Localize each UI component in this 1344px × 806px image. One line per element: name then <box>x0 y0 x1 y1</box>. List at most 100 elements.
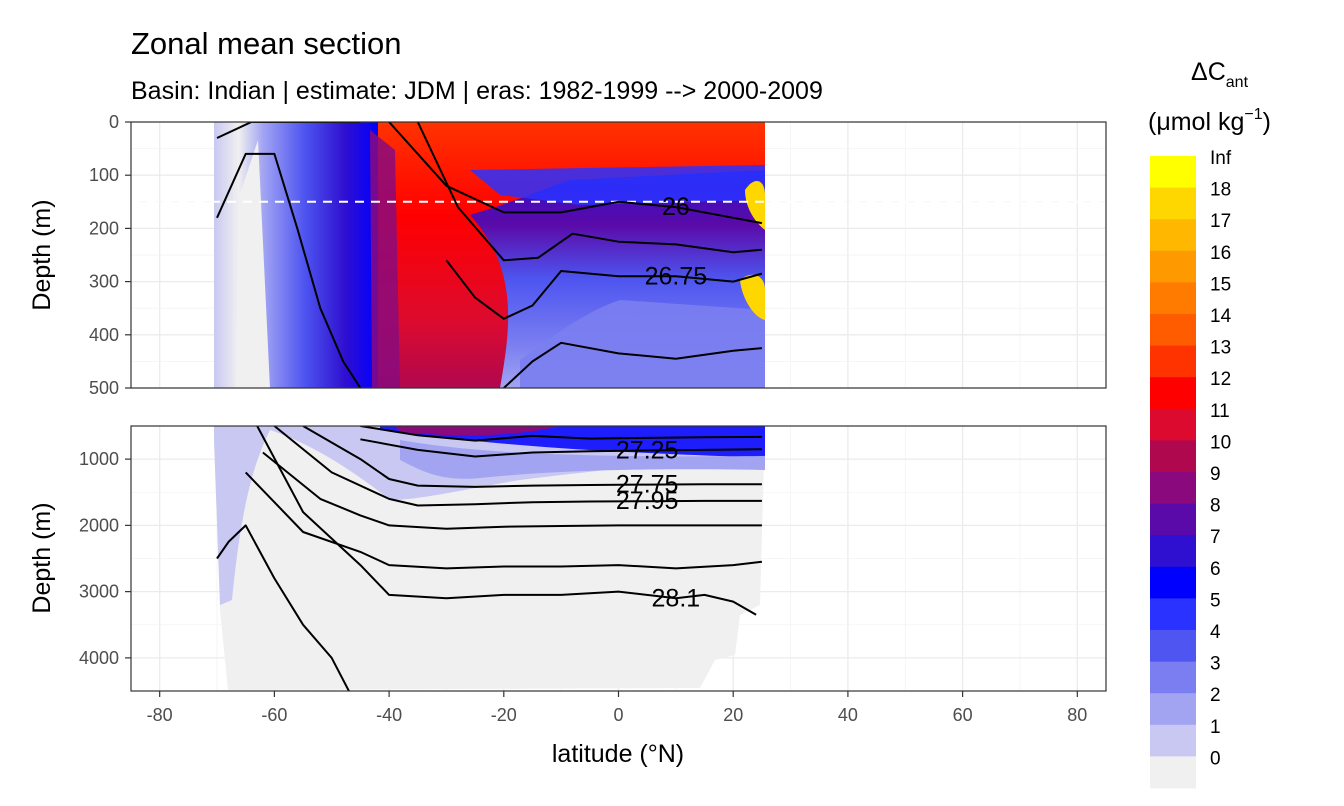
legend-label: 14 <box>1210 306 1232 327</box>
legend-swatch <box>1150 756 1196 789</box>
legend-swatch <box>1150 472 1196 505</box>
x-tick-label: 80 <box>1067 705 1087 725</box>
legend-label: 12 <box>1210 369 1231 390</box>
y-tick-label: 4000 <box>79 648 119 668</box>
legend-swatch <box>1150 408 1196 441</box>
isopycnal-label: 27.95 <box>616 487 679 515</box>
field-deep-background <box>214 426 765 690</box>
legend-label: 9 <box>1210 464 1221 485</box>
field-hotspot-upper <box>745 180 765 230</box>
legend-label: 18 <box>1210 180 1231 201</box>
x-tick-label: 60 <box>953 705 973 725</box>
legend-label: 11 <box>1210 401 1230 422</box>
x-tick-label: -60 <box>261 705 287 725</box>
legend-label: 17 <box>1210 211 1231 232</box>
legend-label: 13 <box>1210 338 1231 359</box>
field-upper-purple <box>395 426 560 436</box>
legend-label: 1 <box>1210 717 1221 738</box>
legend-swatch <box>1150 630 1196 663</box>
isopycnal-label: 27.25 <box>616 437 679 465</box>
x-axis-label: latitude (°N) <box>552 740 684 768</box>
isopycnal-label: 27.75 <box>616 471 679 499</box>
isopycnal-label: 28.1 <box>652 584 701 612</box>
field-deep-light-blue <box>214 426 765 605</box>
y-tick-label: 0 <box>109 112 119 132</box>
isopycnal-line <box>416 122 762 262</box>
isopycnal-line <box>445 259 763 320</box>
legend-swatch <box>1150 219 1196 252</box>
field-mode-water-purple <box>370 130 400 388</box>
legend-label: 4 <box>1210 622 1221 643</box>
upper-panel-isopycnals: 26 26.75 <box>216 122 763 388</box>
legend-label: 6 <box>1210 559 1221 580</box>
color-legend: ΔCant (μmol kg−1) Inf1817161514131211109… <box>1148 58 1271 789</box>
legend-label: 7 <box>1210 527 1221 548</box>
x-tick-label: -20 <box>491 705 517 725</box>
legend-swatch <box>1150 503 1196 536</box>
chart-title: Zonal mean section <box>131 26 402 61</box>
legend-label: 10 <box>1210 432 1231 453</box>
isopycnal-line <box>302 426 762 488</box>
legend-title: ΔCant <box>1191 58 1249 91</box>
isopycnal-line <box>216 524 350 691</box>
legend-label: 16 <box>1210 243 1231 264</box>
legend-label: 5 <box>1210 590 1221 611</box>
legend-swatch <box>1150 250 1196 283</box>
upper-y-axis-label: Depth (m) <box>28 199 56 310</box>
legend-label: 15 <box>1210 274 1231 295</box>
legend-swatch <box>1150 566 1196 599</box>
lower-y-axis-label: Depth (m) <box>28 502 56 613</box>
y-tick-label: 2000 <box>79 515 119 535</box>
isopycnal-line <box>216 152 362 388</box>
isopycnal-line <box>244 471 763 570</box>
x-tick-label: -40 <box>376 705 402 725</box>
legend-swatch <box>1150 377 1196 410</box>
legend-swatch <box>1150 693 1196 726</box>
legend-swatch <box>1150 598 1196 631</box>
y-tick-label: 1000 <box>79 449 119 469</box>
field-deep-pale <box>520 300 765 388</box>
isopycnal-line <box>216 122 361 139</box>
y-tick-label: 500 <box>89 378 119 398</box>
legend-swatch <box>1150 314 1196 347</box>
chart-subtitle: Basin: Indian | estimate: JDM | eras: 19… <box>131 77 823 105</box>
legend-swatch <box>1150 535 1196 568</box>
x-tick-label: 20 <box>723 705 743 725</box>
legend-swatch <box>1150 156 1196 189</box>
field-near-surface-band <box>470 165 765 205</box>
lower-panel-field <box>214 426 765 690</box>
legend-swatch <box>1150 345 1196 378</box>
isopycnal-line <box>273 426 762 507</box>
field-hotspot-lower <box>740 274 765 320</box>
x-tick-label: -80 <box>147 705 173 725</box>
upper-panel-border <box>130 121 1107 389</box>
y-tick-label: 400 <box>89 325 119 345</box>
upper-panel-field <box>214 122 765 388</box>
legend-swatch <box>1150 187 1196 220</box>
isopycnal-line <box>262 451 762 530</box>
isopycnal-line <box>360 426 762 442</box>
axis-ticks: -80 -60 -40 -20 0 20 40 60 80 0 100 200 300 400 500 100… <box>79 112 1087 725</box>
legend-label: 0 <box>1210 748 1221 769</box>
y-tick-label: 200 <box>89 218 119 238</box>
legend-swatch <box>1150 724 1196 757</box>
isopycnal-line <box>360 438 762 458</box>
x-tick-label: 0 <box>613 705 623 725</box>
legend-label: 2 <box>1210 685 1221 706</box>
legend-units: (μmol kg−1) <box>1148 106 1271 136</box>
legend-swatch <box>1150 661 1196 694</box>
legend-label: Inf <box>1210 148 1232 169</box>
field-mid-band <box>400 440 765 479</box>
isopycnal-label: 26.75 <box>645 262 708 290</box>
legend-label: 3 <box>1210 654 1221 675</box>
x-tick-label: 40 <box>838 705 858 725</box>
isopycnal-label: 26 <box>662 193 690 221</box>
y-tick-label: 3000 <box>79 582 119 602</box>
y-tick-label: 300 <box>89 272 119 292</box>
legend-label: 8 <box>1210 496 1221 517</box>
isopycnal-line <box>256 426 757 616</box>
y-tick-label: 100 <box>89 165 119 185</box>
